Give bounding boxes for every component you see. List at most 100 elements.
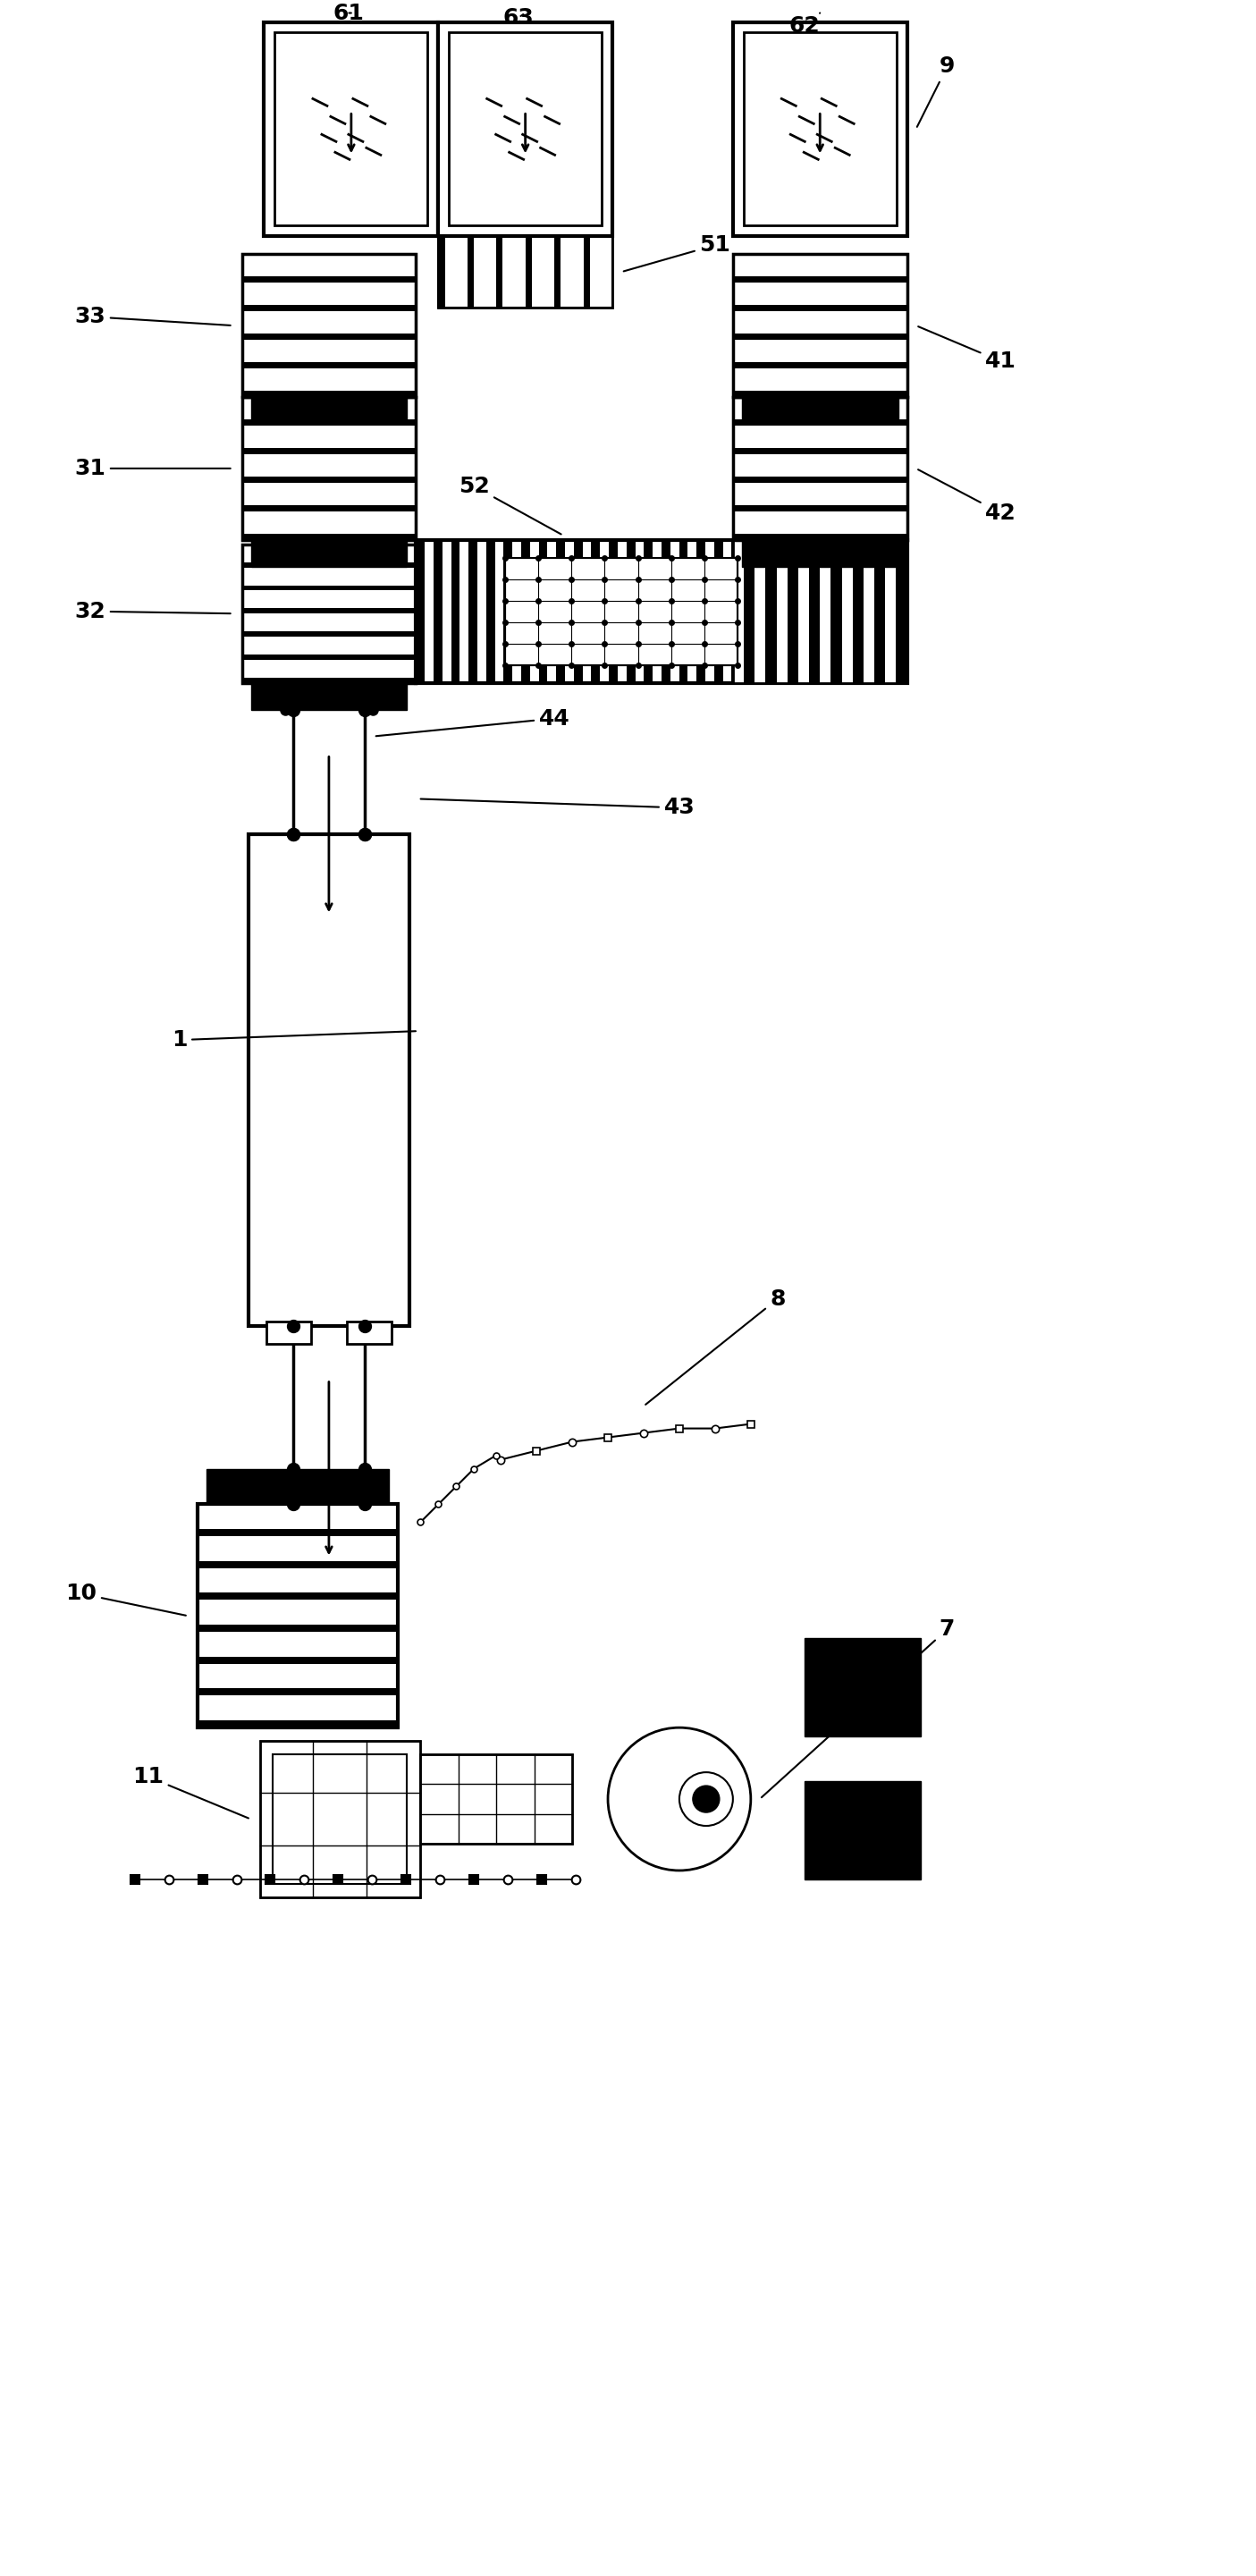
Bar: [260, 1741, 421, 1899]
Bar: [438, 237, 613, 307]
Bar: [734, 397, 907, 541]
Text: 11: 11: [132, 1767, 249, 1819]
Bar: [734, 276, 907, 283]
Bar: [734, 363, 907, 368]
Bar: [627, 541, 636, 683]
Text: 32: 32: [74, 600, 230, 621]
Bar: [734, 392, 907, 397]
Bar: [242, 304, 416, 312]
Bar: [206, 1468, 389, 1504]
Bar: [521, 541, 530, 683]
Bar: [504, 541, 512, 683]
Text: 42: 42: [918, 469, 1016, 523]
Bar: [242, 544, 416, 683]
Bar: [734, 541, 907, 683]
Bar: [556, 541, 565, 683]
Bar: [809, 541, 820, 683]
Bar: [468, 541, 477, 683]
Bar: [644, 541, 653, 683]
Text: 63: 63: [504, 8, 534, 28]
Text: 61: 61: [333, 3, 364, 23]
Bar: [889, 541, 898, 683]
Bar: [438, 237, 613, 307]
Bar: [197, 1504, 398, 1728]
Bar: [574, 541, 583, 683]
Bar: [734, 255, 907, 397]
Bar: [242, 477, 416, 482]
Bar: [242, 544, 416, 683]
Bar: [874, 541, 885, 683]
Bar: [249, 835, 409, 1327]
Bar: [804, 1780, 921, 1880]
Bar: [242, 448, 416, 453]
Text: 8: 8: [646, 1288, 785, 1404]
Text: 1: 1: [172, 1030, 416, 1051]
Bar: [744, 541, 755, 683]
Bar: [433, 541, 442, 683]
Bar: [197, 1504, 398, 1728]
Bar: [197, 1530, 398, 1535]
Bar: [347, 1321, 392, 1345]
Bar: [242, 332, 416, 340]
Bar: [242, 677, 416, 683]
Bar: [421, 1754, 573, 1844]
Bar: [836, 541, 845, 683]
Bar: [242, 255, 416, 397]
Bar: [264, 23, 438, 237]
Bar: [583, 237, 590, 307]
Bar: [251, 397, 407, 425]
Bar: [242, 505, 416, 510]
Bar: [819, 541, 828, 683]
Bar: [734, 23, 907, 237]
Bar: [242, 276, 416, 283]
Bar: [853, 541, 863, 683]
Bar: [242, 363, 416, 368]
Bar: [592, 541, 600, 683]
Bar: [749, 541, 757, 683]
Circle shape: [679, 1772, 734, 1826]
Text: 9: 9: [917, 57, 955, 126]
Circle shape: [608, 1728, 751, 1870]
Text: 52: 52: [458, 477, 561, 533]
Bar: [734, 533, 907, 541]
Bar: [734, 304, 907, 312]
Circle shape: [693, 1785, 720, 1814]
Bar: [872, 541, 880, 683]
Bar: [242, 654, 416, 659]
Bar: [438, 237, 445, 307]
Bar: [242, 631, 416, 636]
Bar: [662, 541, 671, 683]
Bar: [242, 562, 416, 567]
Bar: [197, 1625, 398, 1633]
Text: 43: 43: [421, 796, 695, 819]
Bar: [734, 332, 907, 340]
Bar: [251, 541, 407, 567]
Bar: [197, 1687, 398, 1695]
Bar: [486, 541, 495, 683]
Bar: [744, 33, 897, 227]
Bar: [734, 477, 907, 482]
Text: 51: 51: [624, 234, 731, 270]
Bar: [242, 255, 416, 397]
Bar: [896, 541, 907, 683]
Bar: [197, 1656, 398, 1664]
Bar: [609, 541, 618, 683]
Bar: [554, 237, 561, 307]
Bar: [734, 505, 907, 510]
Text: 44: 44: [376, 708, 570, 737]
Bar: [416, 541, 907, 683]
Bar: [801, 541, 810, 683]
Bar: [734, 448, 907, 453]
Bar: [266, 1321, 311, 1345]
Bar: [732, 541, 740, 683]
Text: 41: 41: [918, 327, 1016, 371]
Bar: [242, 533, 416, 541]
Bar: [766, 541, 775, 683]
Bar: [715, 541, 723, 683]
Bar: [679, 541, 688, 683]
Bar: [505, 559, 737, 665]
Bar: [275, 33, 427, 227]
Text: 10: 10: [65, 1582, 186, 1615]
Bar: [197, 1592, 398, 1600]
Text: 62: 62: [789, 13, 820, 36]
